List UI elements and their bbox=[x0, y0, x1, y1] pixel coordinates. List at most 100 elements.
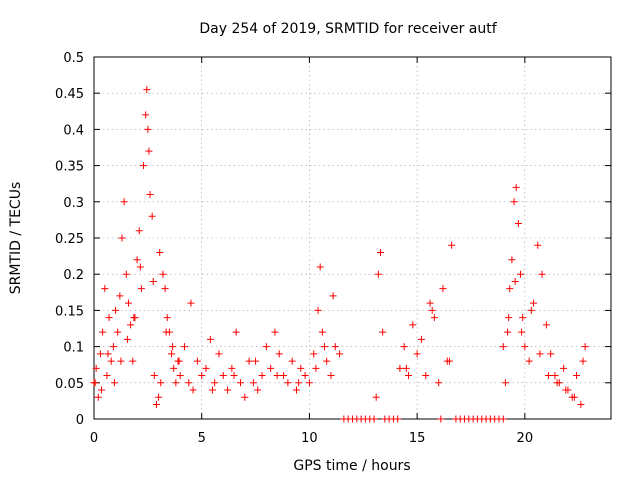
y-tick-label: 0.05 bbox=[55, 377, 84, 392]
data-point bbox=[103, 372, 111, 380]
y-tick-label: 0.1 bbox=[63, 341, 84, 356]
data-point bbox=[501, 379, 509, 387]
data-point bbox=[168, 350, 176, 358]
data-point bbox=[327, 372, 335, 380]
data-point bbox=[127, 321, 135, 329]
data-point bbox=[262, 343, 270, 351]
y-tick-label: 0.2 bbox=[63, 268, 84, 283]
data-point bbox=[519, 314, 527, 322]
data-point bbox=[99, 328, 107, 336]
data-point bbox=[117, 357, 125, 365]
data-point bbox=[180, 343, 188, 351]
data-point bbox=[252, 357, 260, 365]
data-point bbox=[254, 386, 262, 394]
data-point bbox=[110, 379, 118, 387]
x-tick-label: 0 bbox=[90, 431, 98, 446]
ticks-layer: 0 5 10 15 20 0 0.05 0.1 0.15 0.2 0.25 0.3 0.35 0.4 0.4… bbox=[55, 51, 611, 446]
y-tick-label: 0 bbox=[76, 413, 84, 428]
data-point bbox=[161, 285, 169, 293]
data-point bbox=[525, 357, 533, 365]
data-point bbox=[98, 386, 106, 394]
data-point bbox=[149, 277, 157, 285]
y-tick-label: 0.45 bbox=[55, 87, 84, 102]
x-tick-label: 5 bbox=[198, 431, 206, 446]
data-point bbox=[511, 277, 519, 285]
data-point bbox=[215, 350, 223, 358]
data-point bbox=[439, 285, 447, 293]
data-point bbox=[163, 314, 171, 322]
data-point bbox=[301, 372, 309, 380]
data-point bbox=[396, 364, 404, 372]
data-point bbox=[542, 321, 550, 329]
data-point bbox=[312, 364, 320, 372]
data-point bbox=[284, 379, 292, 387]
data-point bbox=[538, 270, 546, 278]
data-point bbox=[142, 111, 150, 119]
data-point bbox=[208, 386, 216, 394]
data-point bbox=[562, 386, 570, 394]
data-point bbox=[331, 343, 339, 351]
data-point bbox=[169, 343, 177, 351]
data-point bbox=[275, 350, 283, 358]
data-point bbox=[435, 379, 443, 387]
data-point bbox=[499, 415, 507, 423]
data-point bbox=[109, 343, 117, 351]
data-point bbox=[514, 220, 522, 228]
data-point bbox=[581, 343, 589, 351]
data-point bbox=[445, 357, 453, 365]
data-point bbox=[273, 372, 281, 380]
data-point bbox=[144, 125, 152, 133]
data-point bbox=[116, 292, 124, 300]
data-point bbox=[506, 285, 514, 293]
data-point bbox=[143, 86, 151, 94]
data-point bbox=[413, 350, 421, 358]
data-point bbox=[129, 357, 137, 365]
data-point bbox=[267, 364, 275, 372]
data-point bbox=[510, 198, 518, 206]
data-point bbox=[245, 357, 253, 365]
data-point bbox=[123, 335, 131, 343]
data-point bbox=[422, 372, 430, 380]
data-point bbox=[219, 372, 227, 380]
data-point bbox=[101, 285, 109, 293]
data-point bbox=[318, 328, 326, 336]
data-point bbox=[517, 270, 525, 278]
y-tick-label: 0.5 bbox=[63, 51, 84, 66]
x-tick-label: 20 bbox=[517, 431, 534, 446]
data-point bbox=[224, 386, 232, 394]
data-point bbox=[159, 270, 167, 278]
data-point bbox=[295, 379, 303, 387]
x-tick-label: 15 bbox=[409, 431, 426, 446]
data-point bbox=[91, 379, 99, 387]
data-point bbox=[323, 357, 331, 365]
data-point bbox=[320, 343, 328, 351]
data-point bbox=[547, 350, 555, 358]
data-point bbox=[560, 364, 568, 372]
data-point bbox=[553, 379, 561, 387]
data-point bbox=[228, 364, 236, 372]
data-point bbox=[202, 364, 210, 372]
data-point bbox=[152, 401, 160, 409]
data-point bbox=[288, 357, 296, 365]
data-point bbox=[232, 328, 240, 336]
data-point bbox=[120, 198, 128, 206]
data-point bbox=[573, 372, 581, 380]
data-point bbox=[146, 191, 154, 199]
y-tick-label: 0.25 bbox=[55, 232, 84, 247]
data-point bbox=[512, 183, 520, 191]
y-tick-label: 0.15 bbox=[55, 304, 84, 319]
data-point bbox=[426, 299, 434, 307]
data-point bbox=[105, 314, 113, 322]
data-point bbox=[150, 372, 158, 380]
data-point bbox=[155, 393, 163, 401]
data-point bbox=[417, 335, 425, 343]
data-point bbox=[271, 328, 279, 336]
data-point bbox=[241, 393, 249, 401]
data-point bbox=[145, 147, 153, 155]
data-point bbox=[374, 270, 382, 278]
series-SRMTID bbox=[90, 86, 589, 409]
data-point bbox=[305, 379, 313, 387]
y-axis-title: SRMTID / TECUs bbox=[8, 182, 24, 295]
data-point bbox=[189, 386, 197, 394]
